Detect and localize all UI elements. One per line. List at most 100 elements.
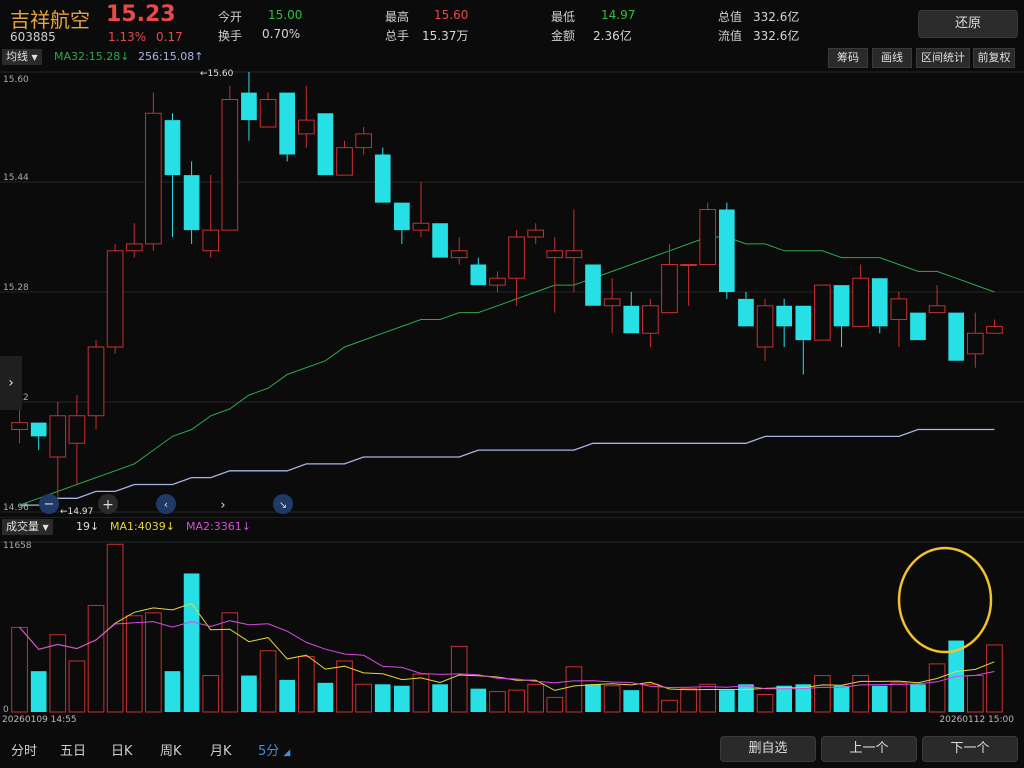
candle	[508, 230, 525, 306]
tab-five-day[interactable]: 五日	[60, 744, 87, 759]
ma256-legend: 256:15.08↑	[138, 50, 204, 63]
candle	[432, 223, 448, 258]
tab-monthly-k[interactable]: 月K	[210, 744, 232, 759]
candle-body-up	[125, 243, 143, 252]
scroll-left-control[interactable]: ‹	[156, 494, 176, 514]
tab-intraday[interactable]: 分时	[11, 744, 38, 759]
range-stats-button[interactable]: 区间统计	[916, 48, 970, 68]
candle-body-up	[145, 112, 162, 245]
candle	[489, 271, 506, 292]
high-price-marker: ←15.60	[200, 69, 234, 79]
side-panel-toggle[interactable]: ›	[0, 356, 22, 410]
candle	[776, 298, 793, 347]
volume-bar-up	[642, 683, 659, 713]
candle	[680, 264, 697, 306]
stock-name: 吉祥航空	[10, 8, 90, 32]
scroll-right-control[interactable]: ›	[220, 498, 225, 513]
volume-bar-down	[795, 684, 812, 712]
candle	[259, 92, 277, 128]
restore-button[interactable]: 还原	[918, 10, 1018, 38]
chip-button[interactable]: 筹码	[828, 48, 868, 68]
volume-bar-up	[355, 683, 372, 713]
candle	[623, 292, 640, 334]
draw-line-button[interactable]: 画线	[872, 48, 912, 68]
candle-body-down	[948, 312, 965, 361]
low-price-marker: ←14.97	[60, 507, 93, 517]
price-tick-label: 15.60	[3, 75, 29, 85]
candle	[756, 298, 774, 361]
quote-label-volume: 总手	[385, 29, 410, 43]
candle-body-up	[699, 209, 717, 265]
quote-label-high: 最高	[385, 10, 410, 24]
candle	[795, 305, 812, 375]
quote-label-total-value: 总值	[718, 10, 743, 24]
candle	[661, 243, 678, 314]
candle-body-up	[259, 99, 277, 128]
previous-stock-button[interactable]: 上一个	[821, 736, 917, 762]
volume-bar-up	[814, 675, 831, 713]
candle-body-up	[565, 250, 583, 259]
tab-weekly-k[interactable]: 周K	[160, 744, 182, 759]
candle-body-up	[756, 305, 774, 348]
candle	[948, 312, 965, 361]
start-time-label: 20260109 14:55	[2, 715, 77, 725]
price-indicator-label: 均线	[6, 50, 28, 63]
volume-ma2-line	[19, 620, 995, 690]
candle-body-down	[910, 312, 926, 341]
candle	[814, 284, 831, 341]
volume-bar-up	[87, 605, 105, 713]
quote-value-low: 14.97	[601, 8, 636, 22]
price-tick-label: 15.44	[3, 173, 29, 183]
candle	[527, 223, 545, 244]
candle-body-down	[623, 305, 640, 334]
zoom-in-control[interactable]: +	[98, 494, 118, 514]
candle	[890, 292, 908, 347]
candle	[145, 92, 162, 251]
candle-body-down	[183, 175, 200, 231]
quote-value-volume: 15.37万	[422, 29, 469, 43]
candle	[202, 175, 220, 258]
volume-chart[interactable]: 11658 0 20260109 14:55 20260112 15:00	[0, 536, 1024, 726]
volume-current: 19↓	[76, 520, 100, 533]
quote-value-turnover: 0.70%	[262, 27, 301, 41]
volume-bar-up	[106, 543, 124, 713]
volume-bar-up	[928, 663, 946, 713]
volume-bar-down	[470, 688, 487, 712]
volume-bar-up	[412, 673, 430, 713]
volume-bar-up	[680, 688, 697, 713]
candle	[87, 340, 105, 430]
quote-value-float-value: 332.6亿	[753, 29, 800, 43]
volume-bar-up	[890, 682, 908, 713]
candle-body-down	[585, 264, 601, 306]
forward-adjust-button[interactable]: 前复权	[973, 48, 1015, 68]
volume-bar-up	[11, 626, 28, 713]
remove-watchlist-button[interactable]: 删自选	[720, 736, 816, 762]
candle	[412, 182, 430, 237]
quote-label-turnover: 换手	[218, 29, 243, 43]
volume-bar-up	[49, 634, 67, 713]
zoom-out-control[interactable]: −	[39, 494, 59, 514]
quote-value-open: 15.00	[268, 8, 303, 22]
tab-five-minute[interactable]: 5分 ◢	[258, 740, 290, 759]
candle	[718, 202, 735, 299]
quote-value-amount: 2.36亿	[593, 29, 632, 43]
candle-body-up	[297, 119, 315, 135]
candle-body-up	[87, 346, 105, 417]
fit-control[interactable]: ↘	[273, 494, 293, 514]
chevron-down-icon: ▼	[31, 53, 38, 62]
tab-daily-k[interactable]: 日K	[111, 744, 133, 759]
candle-body-up	[221, 99, 239, 231]
volume-bar-down	[241, 675, 257, 712]
price-tick-label: 15.28	[3, 283, 29, 293]
candle-body-up	[49, 415, 67, 458]
price-indicator-dropdown[interactable]: 均线 ▼	[2, 49, 42, 65]
candle-body-down	[30, 422, 47, 437]
volume-bar-down	[374, 684, 391, 712]
volume-bar-down	[718, 690, 735, 712]
candle	[871, 278, 888, 334]
volume-indicator-dropdown[interactable]: 成交量 ▼	[2, 519, 53, 535]
candle-body-up	[852, 277, 869, 327]
candle-body-up	[11, 422, 28, 430]
next-stock-button[interactable]: 下一个	[922, 736, 1018, 762]
